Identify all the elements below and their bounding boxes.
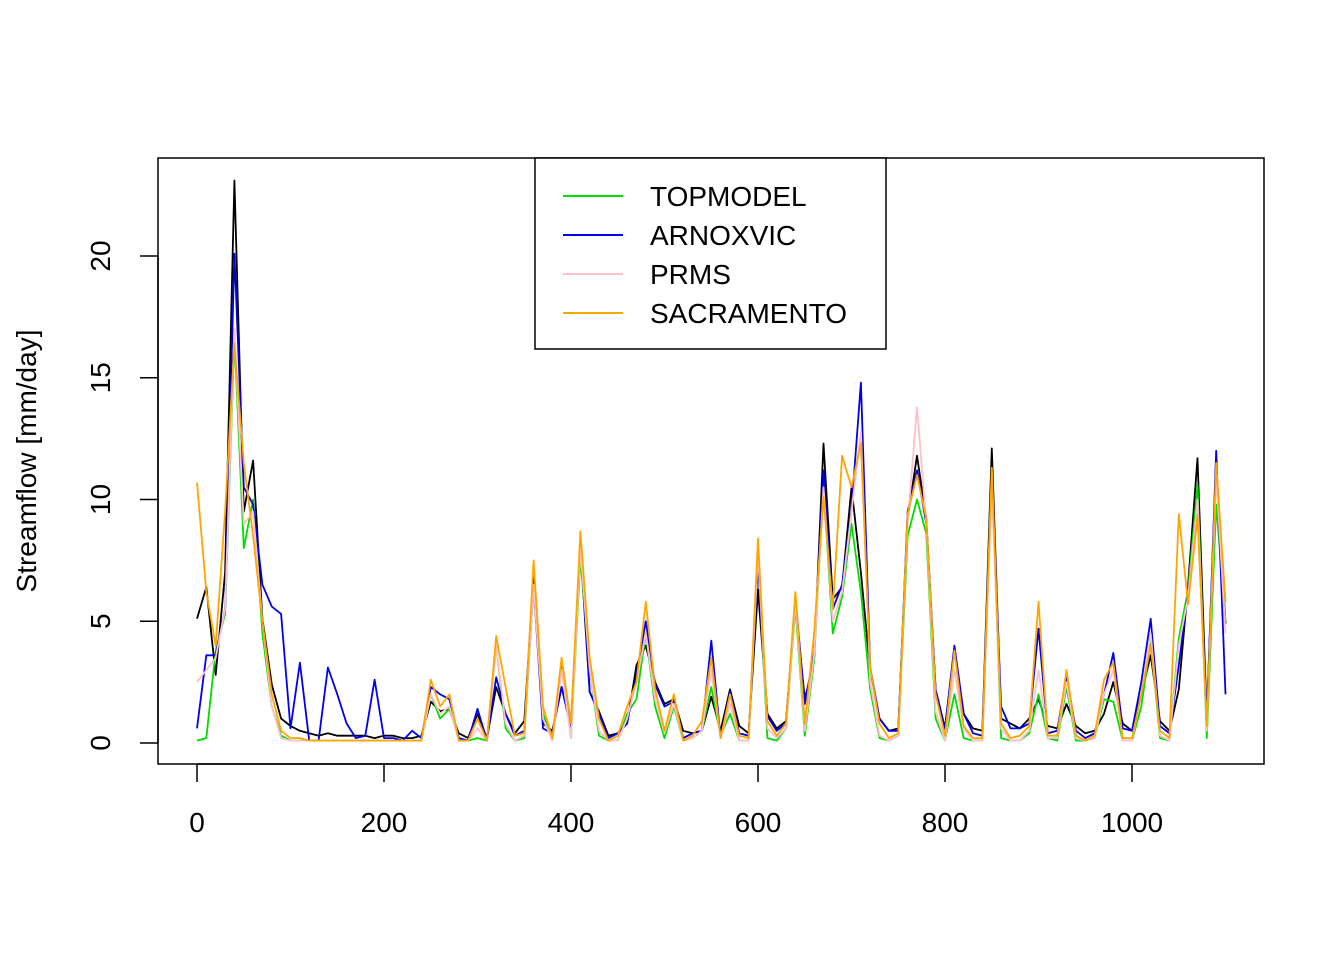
legend-label: PRMS xyxy=(650,259,731,290)
series-line-observed xyxy=(196,179,1227,739)
legend-label: TOPMODEL xyxy=(650,181,807,212)
x-tick-label: 200 xyxy=(361,807,408,838)
y-tick-label: 20 xyxy=(85,240,116,271)
series-line-arnoxvic xyxy=(196,252,1227,742)
y-tick-label: 10 xyxy=(85,484,116,515)
y-axis-title: Streamflow [mm/day] xyxy=(11,330,42,593)
x-tick-label: 0 xyxy=(189,807,205,838)
x-axis: 0 200 400 600 800 1000 xyxy=(189,763,1163,838)
series-line-sacramento xyxy=(196,342,1227,742)
y-tick-label: 0 xyxy=(85,735,116,751)
legend-label: ARNOXVIC xyxy=(650,220,796,251)
legend: TOPMODEL ARNOXVIC PRMS SACRAMENTO xyxy=(534,157,887,350)
legend-box xyxy=(534,157,887,350)
y-axis: 0 5 10 15 20 xyxy=(85,240,159,751)
x-tick-label: 600 xyxy=(735,807,782,838)
y-tick-label: 5 xyxy=(85,613,116,629)
x-tick-label: 1000 xyxy=(1101,807,1163,838)
legend-label: SACRAMENTO xyxy=(650,298,847,329)
y-tick-label: 15 xyxy=(85,362,116,393)
series-layer xyxy=(196,179,1227,742)
x-tick-label: 400 xyxy=(548,807,595,838)
x-tick-label: 800 xyxy=(922,807,969,838)
